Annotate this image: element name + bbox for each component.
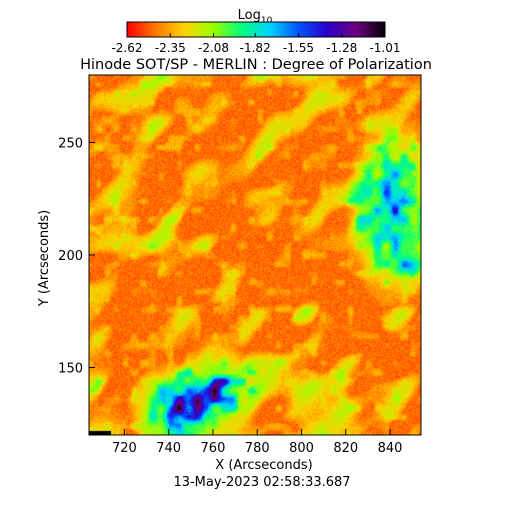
y-axis-label: Y (Arcseconds) bbox=[37, 210, 52, 307]
x-axis-label: X (Arcseconds) bbox=[215, 458, 312, 473]
colorbar-tick-label: -1.55 bbox=[283, 41, 314, 55]
chart-title: Hinode SOT/SP - MERLIN : Degree of Polar… bbox=[80, 57, 432, 73]
colorbar: Log10 -2.62 -2.35 -2.08 -1.82 -1.55 -1.28 -1.0… bbox=[111, 8, 400, 55]
timestamp: 13-May-2023 02:58:33.687 bbox=[173, 475, 350, 490]
colorbar-tick-label: -1.01 bbox=[369, 41, 400, 55]
colorbar-label: Log10 bbox=[238, 8, 273, 26]
colorbar-tick-label: -1.28 bbox=[326, 41, 357, 55]
y-tick-label: 250 bbox=[58, 137, 83, 152]
x-tick-label: 800 bbox=[289, 441, 314, 456]
heatmap-image bbox=[89, 75, 421, 435]
y-tick-label: 150 bbox=[58, 362, 83, 377]
x-tick-label: 780 bbox=[245, 441, 270, 456]
x-tick-label: 760 bbox=[201, 441, 226, 456]
y-tick-label: 200 bbox=[58, 249, 83, 264]
x-tick-label: 840 bbox=[378, 441, 403, 456]
x-tick-label: 720 bbox=[112, 441, 137, 456]
colorbar-tick-label: -2.08 bbox=[198, 41, 229, 55]
plot-area: 720 740 760 780 800 820 840 150 200 250 bbox=[58, 74, 422, 456]
colorbar-tick-label: -2.35 bbox=[155, 41, 186, 55]
colorbar-tick-label: -2.62 bbox=[111, 41, 142, 55]
colorbar-gradient bbox=[126, 21, 386, 38]
x-tick-label: 740 bbox=[156, 441, 181, 456]
colorbar-tick-label: -1.82 bbox=[240, 41, 271, 55]
x-tick-label: 820 bbox=[333, 441, 358, 456]
